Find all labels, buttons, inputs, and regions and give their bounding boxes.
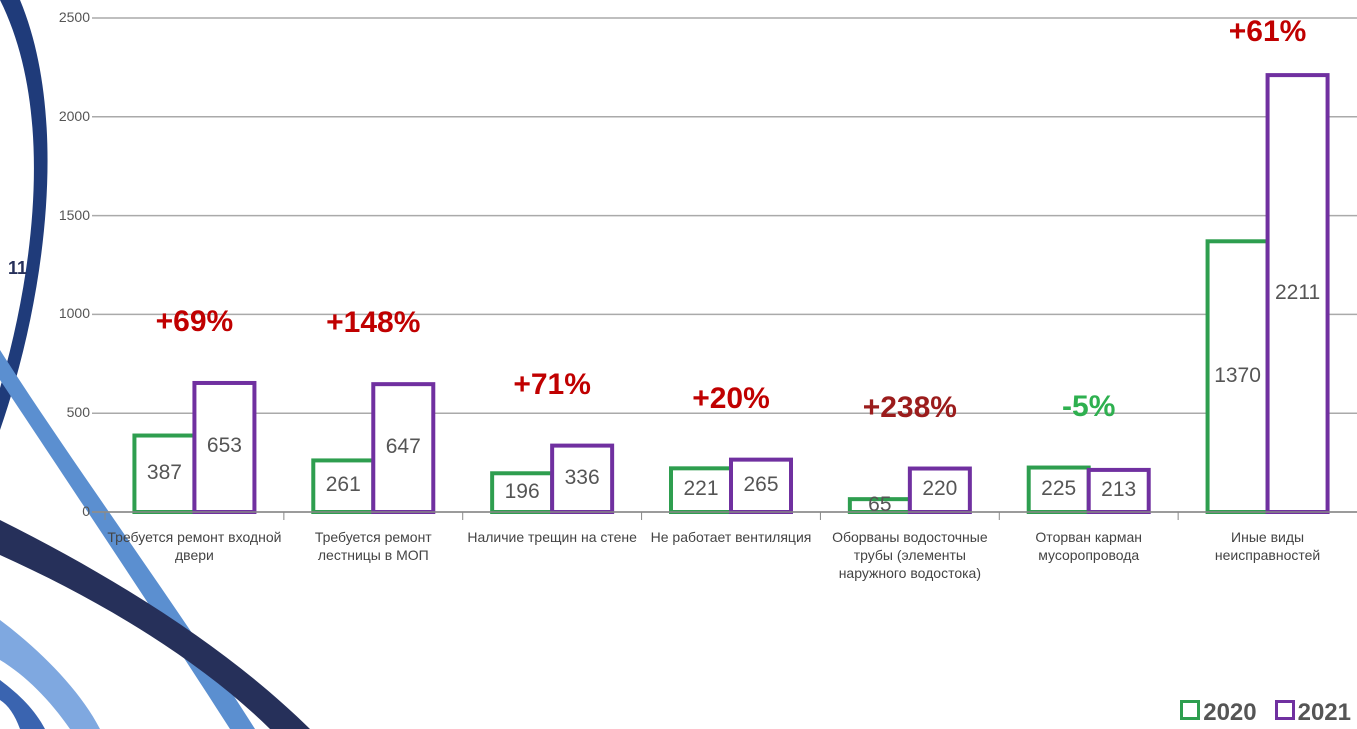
- x-tick-label: Оборваны водосточные трубы (элементы нар…: [832, 529, 988, 581]
- bar: [1026, 465, 1091, 515]
- data-label: 647: [385, 435, 421, 459]
- data-label: 221: [683, 477, 719, 501]
- legend-item: 2021: [1274, 699, 1351, 727]
- y-tick-label: 2000: [58, 107, 90, 124]
- data-label: 225: [1041, 476, 1077, 500]
- annotation: +61%: [1228, 15, 1307, 48]
- data-label: 65: [868, 492, 892, 516]
- data-label: 213: [1101, 477, 1137, 501]
- legend-item: 2020: [1180, 699, 1257, 727]
- legend-swatch: [1180, 700, 1201, 720]
- x-tick-label: Не работает вентиляция: [650, 529, 812, 545]
- annotation: +71%: [513, 367, 591, 401]
- legend: 2020 2021: [1180, 699, 1351, 727]
- slide-number: 11: [8, 258, 28, 278]
- annotation: +148%: [326, 306, 421, 340]
- annotation: -5%: [1062, 389, 1116, 423]
- bar: [1265, 73, 1330, 514]
- data-label: 387: [146, 460, 182, 484]
- legend-swatch: [1274, 700, 1295, 720]
- annotation: +238%: [862, 390, 957, 424]
- decoration: [0, 0, 310, 729]
- data-label: 1370: [1214, 363, 1261, 387]
- bar: [729, 457, 793, 514]
- data-label: 261: [325, 473, 361, 497]
- data-label: 2211: [1274, 280, 1321, 304]
- data-label: 220: [922, 477, 958, 501]
- data-label: 336: [564, 465, 600, 489]
- legend-label: 2021: [1297, 699, 1351, 726]
- bar: [1086, 467, 1151, 514]
- bar: [371, 382, 436, 514]
- y-tick-label: 1000: [58, 305, 90, 322]
- x-tick-label: Требуется ремонт лестницы в МОП: [314, 529, 432, 563]
- bar: [192, 380, 257, 514]
- data-label: 196: [504, 479, 540, 503]
- x-tick-label: Оторван карман мусоропровода: [1035, 529, 1142, 563]
- x-tick-label: Иные виды неисправностей: [1214, 529, 1321, 563]
- annotation: +69%: [155, 304, 234, 338]
- y-tick-label: 0: [82, 503, 90, 519]
- y-tick-label: 2500: [58, 9, 90, 25]
- x-tick-label: Требуется ремонт входной двери: [107, 529, 282, 563]
- data-label: 265: [743, 472, 779, 496]
- annotation: +20%: [692, 381, 770, 415]
- y-tick-label: 500: [66, 404, 90, 421]
- bar: [132, 433, 197, 515]
- y-tick-label: 1500: [58, 206, 90, 223]
- legend-label: 2020: [1203, 699, 1257, 726]
- x-tick-label: Наличие трещин на стене: [467, 529, 637, 545]
- data-label: 653: [206, 434, 242, 458]
- bar: [490, 471, 555, 514]
